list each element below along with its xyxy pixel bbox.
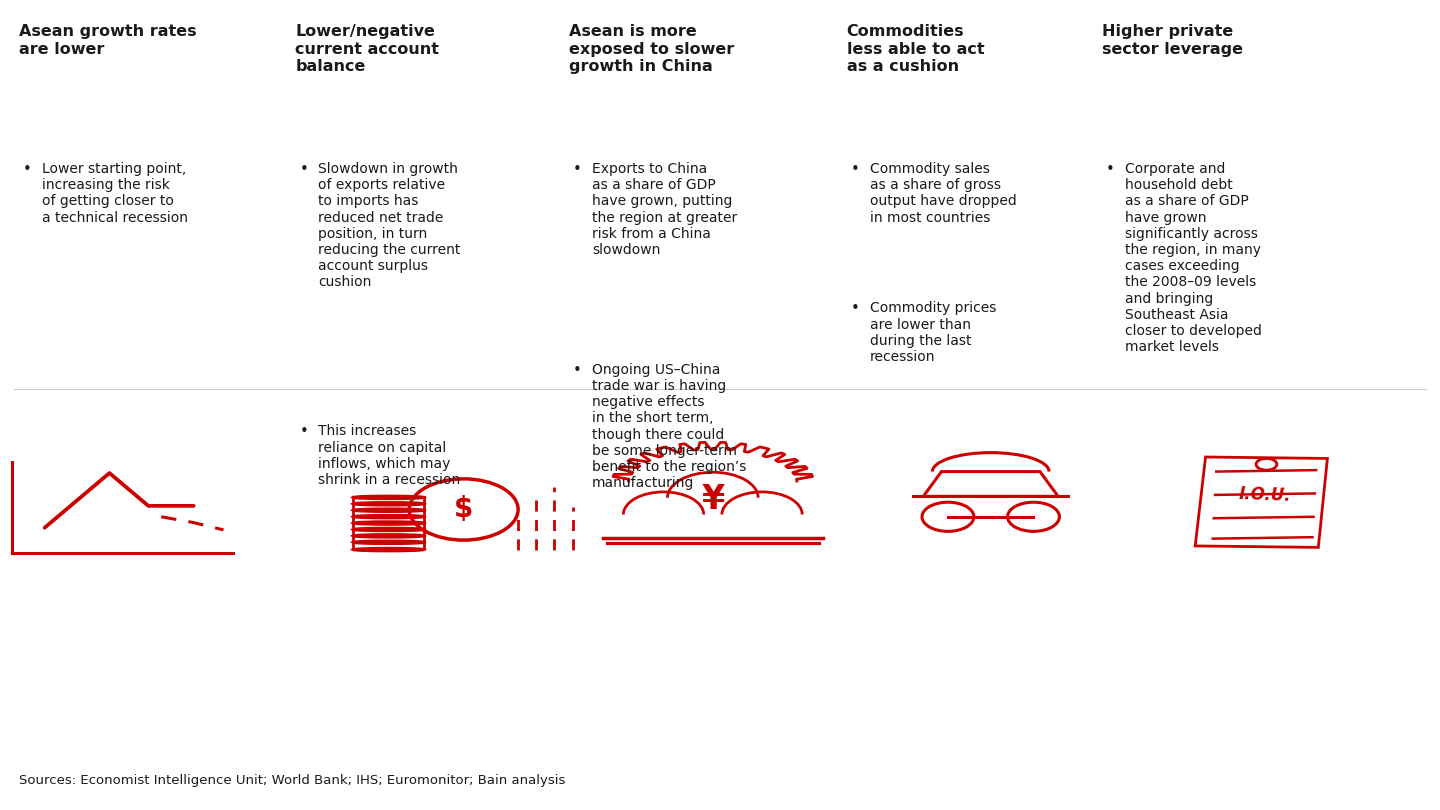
- Text: This increases
reliance on capital
inflows, which may
shrink in a recession: This increases reliance on capital inflo…: [318, 424, 461, 487]
- Text: •: •: [1106, 162, 1115, 177]
- Text: •: •: [851, 162, 860, 177]
- Text: Sources: Economist Intelligence Unit; World Bank; IHS; Euromonitor; Bain analysi: Sources: Economist Intelligence Unit; Wo…: [19, 774, 564, 787]
- Text: Asean growth rates
are lower: Asean growth rates are lower: [19, 24, 196, 57]
- Text: •: •: [300, 424, 308, 440]
- Text: •: •: [573, 162, 582, 177]
- Text: Higher private
sector leverage: Higher private sector leverage: [1102, 24, 1243, 57]
- Text: Commodity prices
are lower than
during the last
recession: Commodity prices are lower than during t…: [870, 301, 996, 364]
- Text: $: $: [454, 496, 474, 523]
- Text: Commodity sales
as a share of gross
output have dropped
in most countries: Commodity sales as a share of gross outp…: [870, 162, 1017, 224]
- Text: I.O.U.: I.O.U.: [1238, 485, 1292, 505]
- Text: •: •: [300, 162, 308, 177]
- Text: Lower starting point,
increasing the risk
of getting closer to
a technical reces: Lower starting point, increasing the ris…: [42, 162, 187, 224]
- Text: Slowdown in growth
of exports relative
to imports has
reduced net trade
position: Slowdown in growth of exports relative t…: [318, 162, 461, 289]
- Text: Corporate and
household debt
as a share of GDP
have grown
significantly across
t: Corporate and household debt as a share …: [1125, 162, 1261, 354]
- Text: •: •: [851, 301, 860, 317]
- Text: •: •: [573, 363, 582, 378]
- Text: Asean is more
exposed to slower
growth in China: Asean is more exposed to slower growth i…: [569, 24, 734, 74]
- Text: Ongoing US–China
trade war is having
negative effects
in the short term,
though : Ongoing US–China trade war is having neg…: [592, 363, 746, 490]
- Text: Lower/negative
current account
balance: Lower/negative current account balance: [295, 24, 439, 74]
- Text: ¥: ¥: [701, 484, 724, 517]
- Text: •: •: [23, 162, 32, 177]
- Text: Exports to China
as a share of GDP
have grown, putting
the region at greater
ris: Exports to China as a share of GDP have …: [592, 162, 737, 257]
- Text: Commodities
less able to act
as a cushion: Commodities less able to act as a cushio…: [847, 24, 985, 74]
